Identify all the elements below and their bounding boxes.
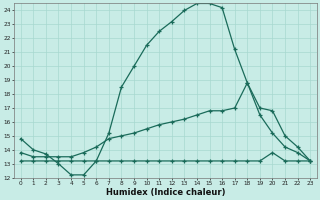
X-axis label: Humidex (Indice chaleur): Humidex (Indice chaleur): [106, 188, 225, 197]
